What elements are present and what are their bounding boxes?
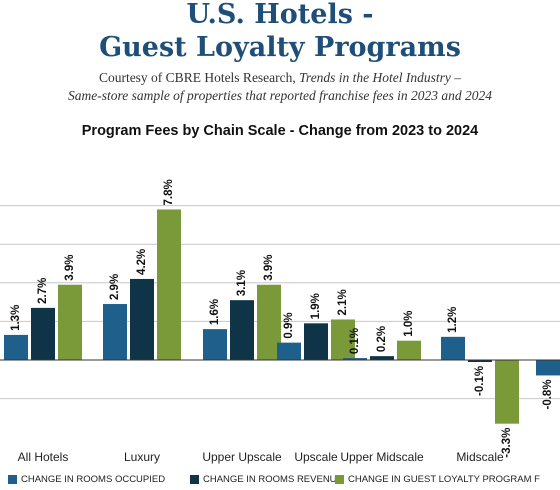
data-label: 3.1%: [236, 270, 248, 296]
data-label: 3.9%: [263, 255, 275, 281]
data-label: 0.9%: [283, 312, 295, 338]
subtitle-line-2: Same-store sample of properties that rep…: [67, 88, 493, 103]
legend-label: CHANGE IN GUEST LOYALTY PROGRAM F: [348, 474, 540, 485]
legend-label: CHANGE IN ROOMS REVENUE: [203, 474, 343, 485]
chart-legend: CHANGE IN ROOMS OCCUPIED CHANGE IN ROOMS …: [0, 474, 560, 490]
category-label: Upscale: [294, 450, 338, 464]
bar: [370, 356, 394, 360]
bar: [397, 340, 421, 360]
bar: [58, 284, 82, 360]
data-label: 2.1%: [337, 289, 349, 315]
legend-item: CHANGE IN GUEST LOYALTY PROGRAM F: [335, 474, 540, 485]
category-label: Upper Upscale: [202, 450, 282, 464]
subtitle-line-1: Courtesy of CBRE Hotels Research, Trends…: [0, 69, 560, 86]
data-label: -3.3%: [501, 428, 513, 458]
data-label: 1.3%: [10, 305, 22, 331]
bar: [304, 323, 328, 360]
data-label: 3.9%: [64, 255, 76, 281]
data-label: -0.8%: [542, 379, 554, 409]
legend-swatch: [8, 475, 17, 484]
data-label: 2.9%: [109, 274, 121, 300]
bar: [441, 336, 465, 360]
category-label: All Hotels: [18, 450, 69, 464]
legend-item: CHANGE IN ROOMS OCCUPIED: [8, 474, 165, 485]
data-label: 1.9%: [310, 293, 322, 319]
bar: [203, 329, 227, 360]
legend-item: CHANGE IN ROOMS REVENUE: [190, 474, 343, 485]
data-label: 0.1%: [349, 328, 361, 354]
bar: [331, 319, 355, 360]
subtitle-suffix: –: [450, 70, 462, 85]
bar: [157, 209, 181, 360]
chart-title: Program Fees by Chain Scale - Change fro…: [81, 123, 479, 139]
bar: [277, 342, 301, 360]
bar: [468, 360, 492, 362]
bar: [495, 360, 519, 424]
subtitle-italic: Trends in the Hotel Industry: [299, 70, 451, 85]
data-label: 2.7%: [37, 278, 49, 304]
category-label: Upper Midscale: [340, 450, 424, 464]
subtitle-prefix: Courtesy of CBRE Hotels Research,: [98, 70, 300, 85]
category-label: Luxury: [124, 450, 160, 464]
title-line-1: U.S. Hotels -: [186, 0, 374, 30]
data-label: 1.6%: [209, 299, 221, 325]
data-label: 7.8%: [163, 179, 175, 205]
data-label: 1.2%: [447, 307, 459, 333]
bar: [103, 304, 127, 360]
legend-swatch: [335, 475, 344, 484]
bar: [536, 360, 560, 376]
data-label: -0.1%: [474, 366, 486, 396]
bar: [130, 278, 154, 360]
data-label: 4.2%: [136, 249, 148, 275]
data-label: 0.2%: [376, 326, 388, 352]
bar: [4, 334, 28, 360]
bar: [343, 358, 367, 361]
bar: [230, 300, 254, 360]
category-label: Midscale: [456, 450, 504, 464]
legend-swatch: [190, 475, 199, 484]
legend-label: CHANGE IN ROOMS OCCUPIED: [21, 474, 166, 485]
bar: [31, 307, 55, 360]
title-line-2: Guest Loyalty Programs: [99, 32, 461, 63]
data-label: 1.0%: [403, 310, 415, 336]
